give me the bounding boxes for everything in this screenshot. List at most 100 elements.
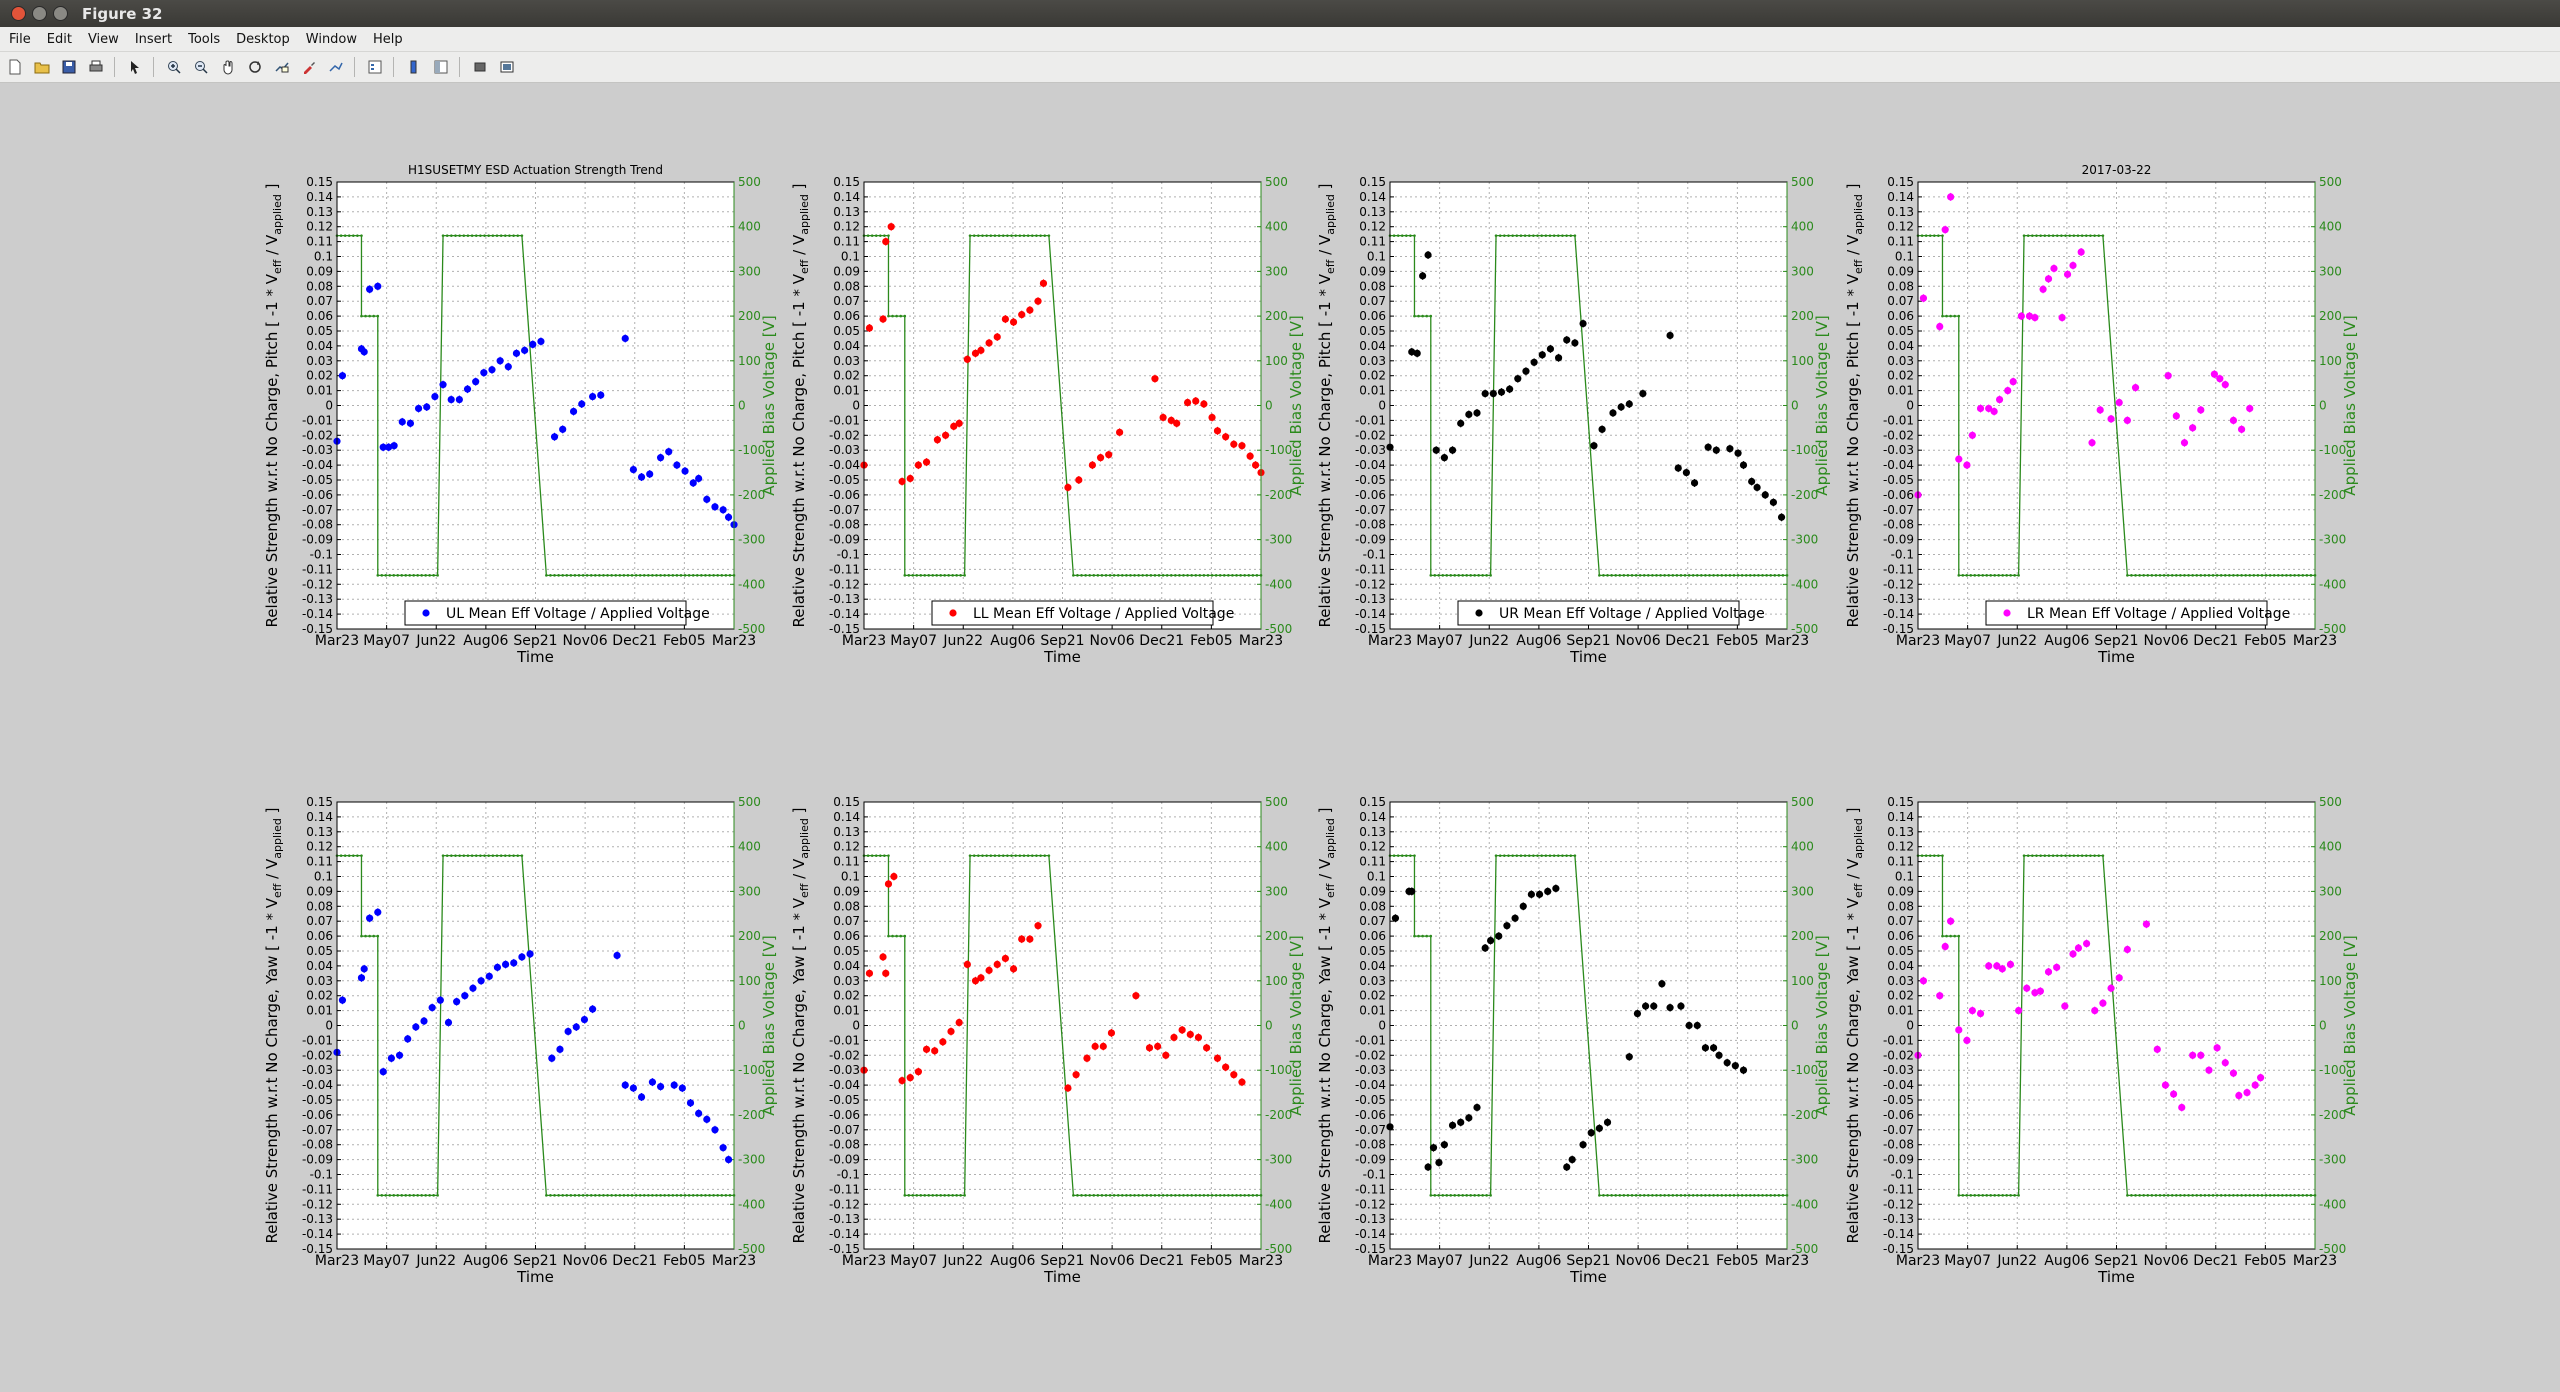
bias-voltage-marker	[1989, 1194, 1992, 1197]
colorbar-icon[interactable]	[403, 56, 425, 78]
bias-voltage-marker	[1449, 1194, 1453, 1197]
open-file-icon[interactable]	[31, 56, 53, 78]
y2-tick-label: -300	[1791, 1153, 1818, 1167]
pan-icon[interactable]	[217, 56, 239, 78]
dock-figure-icon[interactable]	[496, 56, 518, 78]
data-point	[1674, 464, 1682, 472]
bias-voltage-marker	[1985, 1194, 1989, 1197]
close-window-icon[interactable]	[11, 6, 26, 21]
x-tick-label: Mar23	[315, 1253, 359, 1269]
bias-voltage-marker	[2179, 1194, 2182, 1197]
bias-voltage-marker	[495, 854, 499, 857]
bias-voltage-marker	[2064, 854, 2067, 857]
print-icon[interactable]	[85, 56, 107, 78]
y-tick-label: -0.07	[829, 1123, 860, 1137]
data-point	[1936, 322, 1944, 331]
x-tick-label: Sep21	[2094, 633, 2138, 649]
bias-voltage-marker	[2170, 574, 2174, 577]
bias-voltage-marker	[1687, 574, 1691, 577]
bias-voltage-marker	[1453, 574, 1457, 577]
data-point	[890, 872, 898, 881]
select-arrow-icon[interactable]	[124, 56, 146, 78]
bias-voltage-marker	[626, 1194, 630, 1197]
bias-voltage-marker	[1712, 574, 1715, 577]
y-tick-label: 0	[325, 1019, 333, 1033]
bias-voltage-marker	[2183, 1194, 2186, 1197]
bias-voltage-marker	[1006, 854, 1009, 857]
bias-voltage-marker	[1691, 574, 1695, 577]
data-point	[2197, 1051, 2205, 1059]
bias-voltage-marker	[1515, 234, 1519, 237]
y2-axis-label: Applied Bias Voltage [V]	[1813, 935, 1831, 1115]
bias-voltage-marker	[2043, 854, 2047, 857]
menu-file[interactable]: File	[9, 31, 31, 47]
data-point	[1506, 385, 1514, 393]
hide-plot-tools-icon[interactable]	[430, 56, 452, 78]
data-cursor-icon[interactable]	[271, 56, 293, 78]
data-point	[1001, 954, 1009, 963]
y2-tick-label: 0	[1265, 399, 1273, 413]
link-icon[interactable]	[325, 56, 347, 78]
save-icon[interactable]	[58, 56, 80, 78]
bias-voltage-marker	[1920, 234, 1924, 237]
menu-window[interactable]: Window	[305, 31, 358, 47]
data-point	[703, 1115, 711, 1123]
bias-voltage-marker	[1753, 1194, 1756, 1197]
bias-voltage-marker	[1606, 1194, 1609, 1197]
menu-help[interactable]: Help	[373, 31, 403, 47]
x-tick-label: Mar23	[842, 633, 886, 649]
data-point	[1633, 1009, 1642, 1018]
data-point	[2015, 1007, 2023, 1015]
bias-voltage-marker	[512, 854, 515, 857]
bias-voltage-marker	[1043, 854, 1047, 857]
data-point	[1963, 461, 1971, 469]
new-figure-icon[interactable]	[4, 56, 26, 78]
brush-icon[interactable]	[298, 56, 320, 78]
y2-tick-label: 0	[738, 399, 746, 413]
bias-voltage-marker	[700, 574, 703, 577]
bias-voltage-marker	[360, 854, 363, 857]
y-tick-label: -0.02	[829, 428, 860, 442]
show-plot-tools-icon[interactable]	[469, 56, 491, 78]
bias-voltage-marker	[1174, 1194, 1177, 1197]
data-point	[2229, 416, 2238, 424]
menu-edit[interactable]: Edit	[46, 31, 72, 47]
rotate-icon[interactable]	[244, 56, 266, 78]
bias-voltage-marker	[683, 574, 687, 577]
bias-voltage-marker	[2150, 1194, 2154, 1197]
data-point	[977, 974, 985, 982]
maximize-window-icon[interactable]	[53, 6, 68, 21]
bias-voltage-marker	[899, 934, 903, 938]
bias-voltage-marker	[1088, 1194, 1091, 1197]
legend-icon[interactable]	[364, 56, 386, 78]
minimize-window-icon[interactable]	[32, 6, 47, 21]
bias-voltage-marker	[959, 1194, 962, 1197]
data-point	[469, 984, 477, 992]
y-tick-label: -0.11	[829, 562, 860, 576]
bias-voltage-marker	[2219, 1194, 2223, 1197]
bias-voltage-marker	[935, 1194, 938, 1197]
bias-voltage-marker	[1125, 574, 1128, 577]
bias-voltage-marker	[1981, 574, 1985, 577]
zoom-in-icon[interactable]	[163, 56, 185, 78]
zoom-out-icon[interactable]	[190, 56, 212, 78]
menu-view[interactable]: View	[87, 31, 119, 47]
y-tick-label: -0.14	[302, 1227, 333, 1241]
bias-voltage-marker	[2089, 854, 2092, 857]
y-tick-label: 0.13	[833, 205, 860, 219]
data-point	[898, 477, 906, 486]
bias-voltage-marker	[1465, 574, 1468, 577]
bias-voltage-marker	[1704, 574, 1707, 577]
data-point	[1213, 427, 1222, 435]
bias-voltage-marker	[1429, 1194, 1433, 1197]
bias-voltage-marker	[1761, 1194, 1764, 1197]
bias-voltage-marker	[1773, 574, 1777, 577]
bias-voltage-marker	[2026, 234, 2030, 237]
y2-tick-label: 500	[1265, 175, 1288, 189]
menu-insert[interactable]: Insert	[134, 31, 173, 47]
menu-tools[interactable]: Tools	[188, 31, 221, 47]
bias-voltage-marker	[408, 1194, 411, 1197]
data-point	[2123, 416, 2131, 424]
menu-desktop[interactable]: Desktop	[236, 31, 290, 47]
data-point	[1739, 1066, 1748, 1074]
